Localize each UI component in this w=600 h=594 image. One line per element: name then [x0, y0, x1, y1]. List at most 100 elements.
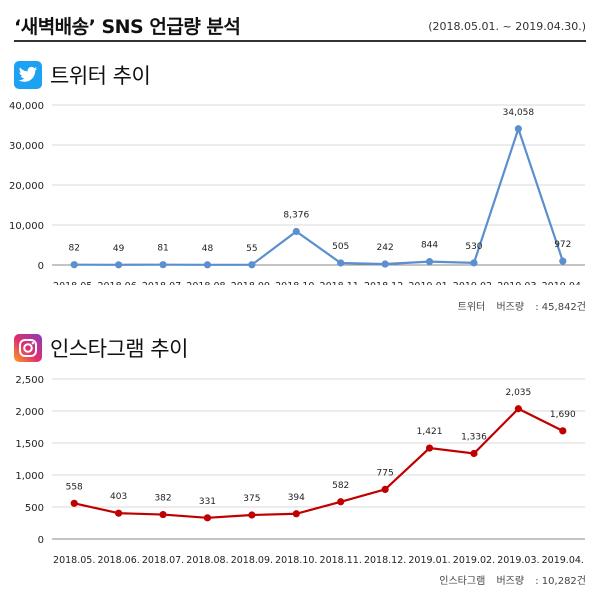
twitter-ytick-label: 40,000 [9, 101, 44, 112]
instagram-data-point [292, 510, 300, 518]
twitter-total-label: 트위터 [457, 302, 486, 313]
twitter-data-label: 81 [157, 244, 168, 254]
instagram-data-label: 403 [110, 492, 127, 502]
page-title: ‘새벽배송’ SNS 언급량 분석 [14, 16, 241, 38]
instagram-data-point [381, 485, 389, 493]
twitter-data-label: 55 [246, 244, 257, 254]
instagram-data-label: 1,336 [461, 432, 487, 442]
twitter-total-value: : 45,842건 [535, 302, 586, 313]
twitter-data-label: 972 [554, 240, 571, 250]
instagram-xtick-label: 2018.07. [142, 555, 184, 563]
title-divider [14, 40, 586, 42]
twitter-data-point [514, 125, 522, 133]
instagram-data-label: 1,690 [550, 410, 576, 420]
instagram-xtick-label: 2018.12. [364, 555, 406, 563]
instagram-icon [14, 334, 42, 362]
instagram-data-point [203, 514, 212, 522]
twitter-data-point [70, 261, 78, 269]
twitter-ytick-label: 30,000 [9, 141, 44, 152]
instagram-xtick-label: 2018.06. [97, 555, 139, 563]
twitter-xtick-label: 2018.10. [275, 281, 317, 285]
instagram-data-point [425, 444, 434, 452]
instagram-ytick-label: 1,000 [15, 471, 44, 482]
twitter-ytick-label: 0 [38, 261, 44, 272]
twitter-data-label: 49 [113, 244, 125, 254]
twitter-ytick-label: 10,000 [9, 221, 44, 232]
twitter-data-point [425, 258, 434, 266]
instagram-data-point [248, 511, 256, 519]
twitter-section-title: 트위터 추이 [14, 60, 151, 90]
twitter-xtick-label: 2019.04. [542, 281, 584, 285]
instagram-xtick-label: 2018.09. [231, 555, 273, 563]
twitter-xtick-label: 2019.02. [453, 281, 495, 285]
twitter-data-point [115, 261, 123, 269]
twitter-data-point [292, 227, 300, 236]
instagram-xtick-label: 2018.11. [320, 555, 362, 563]
twitter-xtick-label: 2018.05. [53, 281, 95, 285]
instagram-data-label: 2,035 [505, 388, 531, 398]
instagram-section-title: 인스타그램 추이 [14, 333, 188, 363]
instagram-xtick-label: 2019.03. [497, 555, 539, 563]
twitter-total-kind: 버즈량 [496, 302, 525, 313]
instagram-total-note: 인스타그램 버즈량 : 10,282건 [431, 572, 586, 587]
twitter-xtick-label: 2018.06. [97, 281, 139, 285]
twitter-data-label: 530 [465, 242, 482, 252]
instagram-xtick-label: 2019.02. [453, 555, 495, 563]
instagram-data-label: 582 [332, 481, 349, 491]
period-label: (2018.05.01. ~ 2019.04.30.) [428, 20, 586, 33]
twitter-xtick-label: 2019.01. [408, 281, 450, 285]
instagram-total-value: : 10,282건 [535, 576, 586, 587]
instagram-data-label: 558 [66, 482, 83, 492]
instagram-data-label: 375 [243, 494, 260, 504]
twitter-data-label: 844 [421, 241, 438, 251]
twitter-data-point [159, 261, 167, 269]
instagram-data-label: 394 [288, 493, 305, 503]
instagram-series-line [73, 407, 564, 519]
instagram-section-label: 인스타그램 추이 [50, 337, 188, 361]
twitter-icon [14, 61, 42, 89]
instagram-xtick-label: 2018.05. [53, 555, 95, 563]
instagram-ytick-label: 1,500 [15, 439, 44, 450]
instagram-ytick-label: 500 [25, 503, 44, 514]
twitter-data-label: 505 [332, 242, 349, 252]
twitter-xtick-label: 2018.07. [142, 281, 184, 285]
twitter-section-label: 트위터 추이 [50, 64, 151, 88]
twitter-ytick-label: 20,000 [9, 181, 44, 192]
instagram-ytick-label: 2,500 [15, 375, 44, 386]
twitter-xtick-label: 2018.09. [231, 281, 273, 285]
twitter-data-label: 242 [377, 243, 394, 253]
instagram-data-point [337, 498, 345, 506]
twitter-xtick-label: 2018.11. [320, 281, 362, 285]
instagram-xtick-label: 2018.08. [186, 555, 228, 563]
twitter-data-point [559, 257, 567, 265]
twitter-xtick-label: 2018.08. [186, 281, 228, 285]
twitter-data-label: 8,376 [283, 210, 309, 220]
twitter-xtick-label: 2019.03. [497, 281, 539, 285]
twitter-chart: 0 10,000 20,000 30,000 40,000 2018.05.2018.06… [9, 101, 585, 285]
twitter-data-label: 82 [68, 244, 79, 254]
twitter-data-label: 34,058 [503, 108, 535, 118]
twitter-total-note: 트위터 버즈량 : 45,842건 [450, 298, 586, 313]
instagram-data-point [470, 449, 478, 458]
twitter-data-point [470, 259, 478, 267]
instagram-data-point [559, 427, 567, 435]
instagram-xtick-label: 2019.01. [408, 555, 450, 563]
twitter-data-label: 48 [202, 244, 214, 254]
instagram-data-label: 775 [377, 468, 394, 478]
twitter-xtick-label: 2018.12. [364, 281, 406, 285]
twitter-data-point [381, 260, 389, 268]
header: ‘새벽배송’ SNS 언급량 분석 (2018.05.01. ~ 2019.04… [14, 6, 586, 40]
instagram-xtick-label: 2019.04. [542, 555, 584, 563]
twitter-data-point [248, 261, 256, 269]
instagram-ytick-label: 0 [38, 535, 44, 546]
instagram-total-kind: 버즈량 [496, 576, 525, 587]
instagram-chart: 0 500 1,000 1,500 2,000 2,500 2018.05. 2018.06.… [15, 375, 585, 563]
instagram-data-point [115, 509, 123, 517]
instagram-data-point [514, 405, 522, 413]
instagram-total-label: 인스타그램 [439, 576, 486, 587]
instagram-data-label: 1,421 [417, 427, 443, 437]
twitter-series-line [74, 125, 564, 266]
instagram-xtick-label: 2018.10. [275, 555, 317, 563]
instagram-ytick-label: 2,000 [15, 407, 44, 418]
twitter-data-point [337, 259, 345, 267]
